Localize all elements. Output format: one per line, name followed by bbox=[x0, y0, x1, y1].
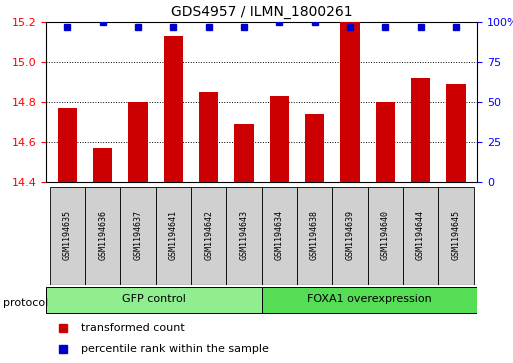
Text: GSM1194642: GSM1194642 bbox=[204, 210, 213, 260]
Bar bbox=[262, 287, 477, 313]
Bar bbox=[446, 83, 466, 182]
Bar bbox=[93, 147, 112, 182]
Text: GSM1194635: GSM1194635 bbox=[63, 210, 72, 260]
Text: FOXA1 overexpression: FOXA1 overexpression bbox=[307, 294, 432, 305]
Bar bbox=[191, 187, 226, 285]
Text: GSM1194641: GSM1194641 bbox=[169, 210, 178, 260]
Bar bbox=[128, 102, 148, 182]
Text: GFP control: GFP control bbox=[122, 294, 186, 305]
Text: GSM1194645: GSM1194645 bbox=[451, 210, 460, 260]
Bar bbox=[376, 102, 395, 182]
Bar bbox=[199, 92, 219, 182]
Text: GSM1194638: GSM1194638 bbox=[310, 210, 319, 260]
Text: percentile rank within the sample: percentile rank within the sample bbox=[81, 344, 268, 354]
Bar bbox=[269, 95, 289, 182]
Bar bbox=[438, 187, 473, 285]
Text: GSM1194643: GSM1194643 bbox=[240, 210, 248, 260]
Bar bbox=[85, 187, 121, 285]
Bar bbox=[46, 287, 262, 313]
Text: transformed count: transformed count bbox=[81, 323, 184, 333]
Bar bbox=[305, 114, 324, 182]
Bar bbox=[340, 20, 360, 182]
Text: GSM1194644: GSM1194644 bbox=[416, 210, 425, 260]
Bar bbox=[411, 78, 430, 182]
Bar bbox=[57, 108, 77, 182]
Text: GSM1194639: GSM1194639 bbox=[345, 210, 354, 260]
Bar bbox=[297, 187, 332, 285]
Bar bbox=[164, 36, 183, 182]
Text: protocol: protocol bbox=[3, 298, 48, 308]
Text: GSM1194637: GSM1194637 bbox=[133, 210, 143, 260]
Text: GSM1194634: GSM1194634 bbox=[275, 210, 284, 260]
Title: GDS4957 / ILMN_1800261: GDS4957 / ILMN_1800261 bbox=[171, 5, 352, 19]
Bar bbox=[50, 187, 85, 285]
Bar bbox=[226, 187, 262, 285]
Bar bbox=[121, 187, 155, 285]
Bar bbox=[403, 187, 438, 285]
Bar bbox=[234, 124, 254, 182]
Bar bbox=[262, 187, 297, 285]
Bar bbox=[332, 187, 368, 285]
Text: GSM1194640: GSM1194640 bbox=[381, 210, 390, 260]
Bar bbox=[155, 187, 191, 285]
Bar bbox=[368, 187, 403, 285]
Text: GSM1194636: GSM1194636 bbox=[98, 210, 107, 260]
